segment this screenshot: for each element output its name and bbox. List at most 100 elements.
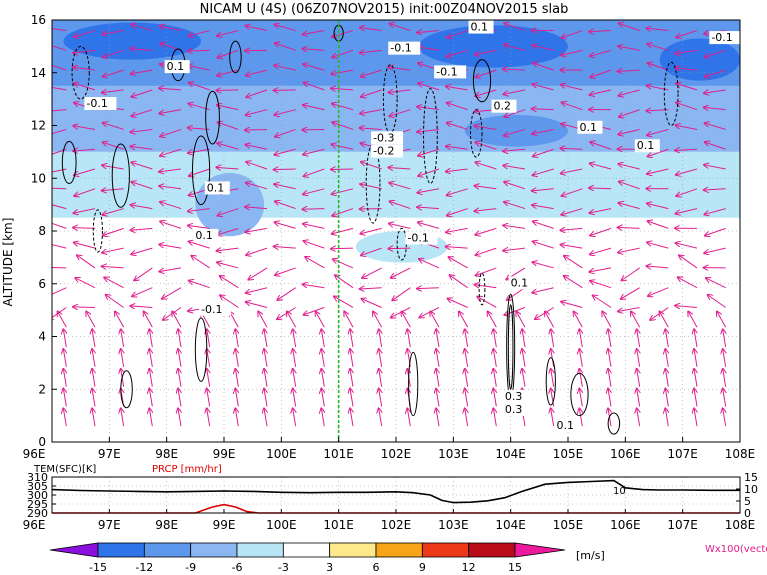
wind-vector [245,227,268,232]
wind-vector [436,349,439,367]
wind-vector [216,167,239,169]
wind-vector [217,262,239,269]
wind-vector [178,349,181,367]
wind-vector [334,296,354,308]
wind-vector [332,49,354,57]
contour-loop [229,40,242,74]
prcp-tick-label: 10 [744,483,758,496]
wind-vector [73,149,96,151]
wind-vector [361,162,382,170]
wind-vector [590,247,612,254]
wind-vector [379,408,382,427]
wind-vector [705,142,726,150]
contour-loop [191,135,211,206]
tem-tick-label: 290 [27,507,48,520]
contour-label: -0.1 [407,232,428,245]
wind-vector [631,312,641,328]
wind-vector [419,307,440,317]
wind-vector [407,408,410,427]
contour-label-bg [164,60,190,74]
wind-vector [533,63,554,71]
wind-vector [608,389,611,407]
wind-vector [360,28,382,31]
wind-vector [504,128,526,135]
contour-loop [408,351,419,417]
colorbar-tick-label: -3 [278,561,289,574]
wind-vector [551,369,554,387]
wind-vector [277,307,296,319]
wind-vector [418,222,440,229]
wind-vector [159,244,182,249]
wind-vector [246,162,268,170]
wind-vector [316,312,325,328]
wind-vector [678,277,698,289]
wind-vector [646,266,669,268]
wind-vector [430,312,440,328]
wind-vector [92,408,95,427]
wind-vector [475,162,497,170]
x-tick-label: 97E [98,447,121,461]
wind-vector [160,221,182,229]
wind-vector [665,349,668,367]
wind-vector [618,46,640,51]
wind-vector [178,329,181,348]
x-axis-ticks: 96E 97E 98E 99E 100E 101E 102E 103E 104E 105E 106E… [23,437,755,461]
wind-vector [647,168,669,174]
tem-tick-label: 295 [27,498,48,511]
contour-loop [423,88,438,185]
wind-vector [392,287,411,301]
contour-loop [365,143,381,224]
wind-vector [532,205,554,210]
wind-vector [723,408,726,427]
surface-x-tick-label: 98E [155,518,178,532]
wind-vector [705,123,726,130]
contour-label: -0.1 [86,97,107,110]
wind-vector [131,205,153,210]
wind-vector [551,389,554,407]
wind-vector [235,349,238,367]
wind-vector [159,267,182,272]
wind-vector [333,259,354,269]
colorbar-tick-label: -9 [185,561,196,574]
wind-vector [590,69,612,77]
wind-vector [465,408,468,427]
wind-vector [178,408,181,427]
wind-vector [436,329,439,348]
wind-vector [264,349,267,367]
wind-vector [275,201,296,210]
wind-vector [391,267,411,278]
wind-vector [149,408,152,427]
wind-vector [647,44,669,51]
wind-vector [73,307,96,308]
tem-tick-label: 310 [27,471,48,484]
y-tick-label: 0 [38,435,46,449]
wind-vector [436,369,439,387]
wind-vector [246,109,268,116]
wind-vector [160,202,182,210]
contour-label-bg [502,389,528,403]
wind-vector [532,45,554,51]
wind-vector [188,30,210,37]
wind-vector [303,64,325,71]
wind-vector [350,408,353,427]
wind-vector [92,389,95,407]
wind-vector [248,267,268,280]
contour-loop [61,140,77,185]
tem-tick-label: 305 [27,480,48,493]
x-tick-label: 99E [213,447,236,461]
wind-vector [694,408,697,427]
wind-vector [618,128,640,134]
wind-vector [188,225,210,228]
wind-vector [52,64,67,71]
wind-vector [402,312,411,328]
wind-vector [590,49,612,56]
wind-vector [723,369,726,387]
wind-vector [159,169,182,172]
wind-vector [235,329,238,348]
wind-vector [388,167,411,169]
prcp-tick-label: 15 [744,471,758,484]
wind-vector [104,277,124,289]
wind-vector [532,262,554,269]
wind-vector [704,208,726,215]
contour-label: -0.1 [390,42,411,55]
